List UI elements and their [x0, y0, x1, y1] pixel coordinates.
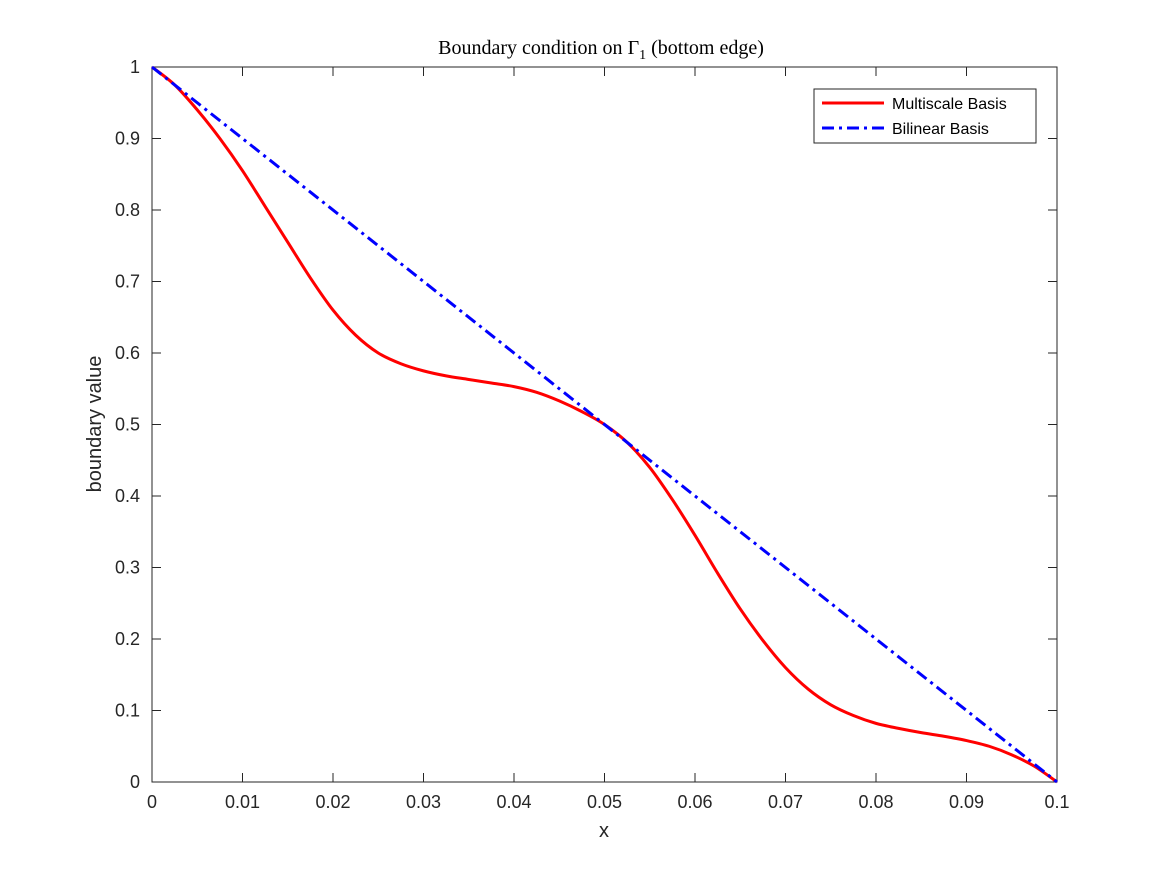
x-tick-label: 0 — [147, 792, 157, 812]
y-axis-label: boundary value — [84, 356, 106, 493]
x-tick-label: 0.03 — [406, 792, 441, 812]
legend-label-bilinear: Bilinear Basis — [892, 121, 989, 138]
y-tick-label: 1 — [130, 57, 140, 77]
y-tick-label: 0.9 — [115, 129, 140, 149]
y-tick-label: 0.3 — [115, 558, 140, 578]
series-lines — [151, 65, 1058, 784]
y-tick-label: 0.1 — [115, 701, 140, 721]
y-tick-label: 0.4 — [115, 486, 140, 506]
x-tick-label: 0.04 — [496, 792, 531, 812]
x-tick-label: 0.1 — [1044, 792, 1069, 812]
legend-box — [813, 88, 1037, 144]
y-tick-label: 0.7 — [115, 272, 140, 292]
x-tick-label: 0.07 — [768, 792, 803, 812]
x-tick-label: 0.06 — [677, 792, 712, 812]
x-tick-label: 0.08 — [858, 792, 893, 812]
y-tick-label: 0.5 — [115, 415, 140, 435]
legend: Multiscale Basis Bilinear Basis — [813, 88, 1037, 144]
x-axis-label: x — [599, 820, 609, 842]
x-tick-label: 0.05 — [587, 792, 622, 812]
legend-label-multiscale: Multiscale Basis — [892, 96, 1007, 113]
x-axis-ticks: 0 0.01 0.02 0.03 0.04 0.05 0.06 0.07 0.08 0.09 0.1 — [147, 67, 1070, 812]
series-line-bilinear — [151, 65, 1058, 784]
y-tick-label: 0.6 — [115, 343, 140, 363]
y-tick-label: 0 — [130, 772, 140, 792]
y-axis-ticks: 0 0.1 0.2 0.3 0.4 0.5 0.6 0.7 0.8 0.9 1 — [115, 57, 1057, 792]
y-tick-label: 0.8 — [115, 200, 140, 220]
y-tick-label: 0.2 — [115, 629, 140, 649]
x-tick-label: 0.01 — [225, 792, 260, 812]
x-tick-label: 0.09 — [949, 792, 984, 812]
chart-title: Boundary condition on Γ1 (bottom edge) — [438, 37, 764, 63]
x-tick-label: 0.02 — [315, 792, 350, 812]
